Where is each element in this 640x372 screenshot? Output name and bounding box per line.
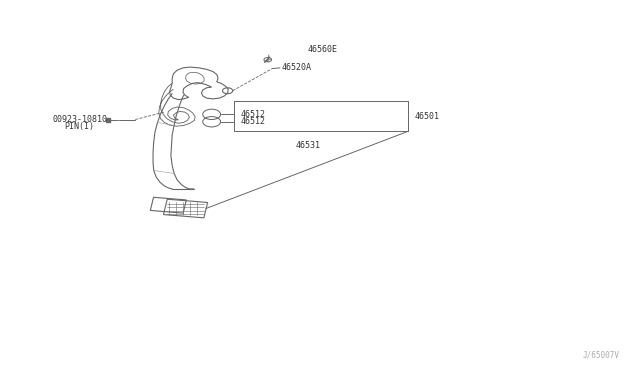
Text: 46501: 46501 bbox=[414, 112, 439, 121]
Text: PIN(I): PIN(I) bbox=[64, 122, 94, 131]
Text: J/65007V: J/65007V bbox=[582, 350, 620, 359]
Text: 46512: 46512 bbox=[241, 117, 266, 126]
Text: 46512: 46512 bbox=[241, 110, 266, 119]
Text: 46531: 46531 bbox=[296, 141, 321, 150]
Text: 00923-10810: 00923-10810 bbox=[52, 115, 108, 124]
Bar bbox=[150, 197, 186, 213]
Bar bbox=[163, 199, 207, 218]
Text: 46520A: 46520A bbox=[282, 63, 312, 72]
Text: 46560E: 46560E bbox=[307, 45, 337, 54]
